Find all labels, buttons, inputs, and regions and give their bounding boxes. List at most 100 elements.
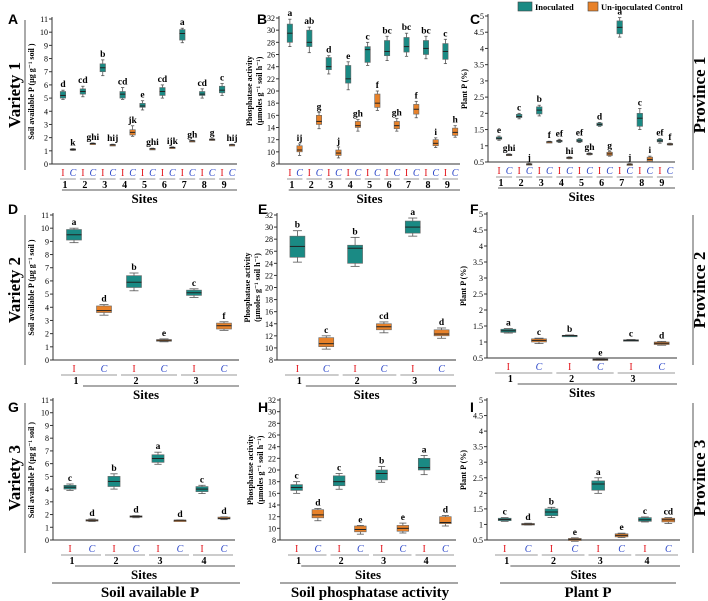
legend-label-control: Un-inoculated Control <box>601 2 683 12</box>
inoculated-box: cd <box>118 78 128 100</box>
y-tick-label: 3 <box>44 120 48 129</box>
panel-letter: G <box>8 399 19 415</box>
panel-letter: E <box>258 201 267 217</box>
significance-letter: gh <box>585 143 596 153</box>
y-tick-label: 30 <box>265 223 273 232</box>
significance-letter: e <box>598 349 602 359</box>
inoculated-box: ab <box>304 17 314 54</box>
treatment-label: I <box>643 544 646 555</box>
province-label: Province 2 <box>690 252 708 329</box>
panel-f: F 0.5 1 1.5 2 2.5 3 3.5 4 4.5 5 Plant P (%) a Ic C 1 b Ie… <box>459 201 677 400</box>
y-tick-label: 5 <box>45 472 49 481</box>
site-label: 6 <box>599 178 604 189</box>
control-box: hij <box>107 134 118 147</box>
treatment-label: C <box>667 166 674 177</box>
y-tick-label: 14 <box>268 501 276 510</box>
inoculated-box: c <box>332 464 346 490</box>
significance-letter: c <box>324 326 328 336</box>
box <box>354 525 367 533</box>
y-tick-label: 16 <box>268 489 276 498</box>
significance-letter: cd <box>78 76 88 86</box>
treatment-label: I <box>380 544 383 555</box>
y-tick-label: 4 <box>45 303 49 312</box>
y-tick-label: 28 <box>267 38 275 47</box>
control-box: cd <box>661 508 676 524</box>
significance-letter: a <box>596 468 601 478</box>
significance-letter: d <box>177 510 183 520</box>
control-box: g <box>316 102 323 130</box>
treatment-label: C <box>665 544 672 555</box>
inoculated-box: a <box>286 9 293 47</box>
inoculated-box: bc <box>402 23 412 57</box>
significance-letter: c <box>443 29 447 39</box>
y-tick-label: 7 <box>45 447 49 456</box>
significance-letter: h <box>452 116 458 126</box>
treatment-label: I <box>296 364 299 375</box>
y-tick-label: 1 <box>44 147 48 156</box>
control-box: e <box>614 523 629 538</box>
y-tick-label: 26 <box>268 431 276 440</box>
box <box>364 46 371 63</box>
province-label: Province 1 <box>690 57 708 134</box>
significance-letter: d <box>133 506 139 516</box>
treatment-label: C <box>229 168 236 179</box>
inoculated-box: c <box>219 74 226 96</box>
significance-letter: gh <box>187 130 198 140</box>
y-tick-label: 3 <box>45 498 49 507</box>
control-box: d <box>433 318 450 339</box>
treatment-label: I <box>658 166 661 177</box>
control-box: j <box>626 154 633 166</box>
significance-letter: bc <box>402 23 412 33</box>
column-title: Soil phosphatase activity <box>291 585 450 601</box>
y-tick-label: 6 <box>45 277 49 286</box>
treatment-label: C <box>381 364 388 375</box>
y-tick-label: 14 <box>267 124 275 133</box>
site-label: 2 <box>519 178 524 189</box>
control-box: e <box>156 329 172 343</box>
y-tick-label: 20 <box>265 284 273 293</box>
y-tick-label: 26 <box>265 247 273 256</box>
y-tick-label: 1 <box>479 338 483 347</box>
y-tick-label: 2 <box>479 306 483 315</box>
inoculated-box: bc <box>421 26 431 60</box>
significance-letter: bc <box>421 26 431 36</box>
significance-letter: f <box>376 81 380 91</box>
treatment-label: C <box>169 168 176 179</box>
y-tick-label: 3 <box>479 458 483 467</box>
inoculated-box: c <box>638 507 652 523</box>
box <box>296 145 303 153</box>
significance-letter: j <box>527 153 531 163</box>
treatment-label: C <box>221 364 228 375</box>
column-title: Soil available P <box>101 585 199 601</box>
treatment-label: C <box>626 166 633 177</box>
inoculated-box: b <box>99 50 106 77</box>
site-label: 3 <box>381 556 386 567</box>
y-tick-label: 2.5 <box>473 290 483 299</box>
treatment-label: I <box>347 168 350 179</box>
treatment-label: C <box>177 544 184 555</box>
treatment-label: I <box>597 544 600 555</box>
y-tick-label: 0 <box>45 356 49 365</box>
significance-letter: cd <box>379 312 389 322</box>
inoculated-box: a <box>151 442 165 465</box>
significance-letter: a <box>156 442 161 452</box>
y-tick-label: 3 <box>479 274 483 283</box>
site-label: 7 <box>406 180 411 191</box>
treatment-label: C <box>133 544 140 555</box>
control-box: ij <box>296 134 303 156</box>
site-label: 2 <box>134 376 139 387</box>
control-box: f <box>413 91 420 119</box>
significance-letter: ijk <box>167 137 179 147</box>
control-box: d <box>311 499 325 522</box>
variety-label: Variety 2 <box>5 257 24 323</box>
treatment-label: I <box>132 364 135 375</box>
significance-letter: e <box>497 126 501 136</box>
significance-letter: ij <box>297 134 303 144</box>
y-tick-label: 1.5 <box>473 505 483 514</box>
panel-letter: B <box>257 11 267 27</box>
significance-letter: ef <box>656 129 664 139</box>
significance-letter: b <box>537 95 542 105</box>
treatment-label: I <box>72 364 75 375</box>
site-label: 6 <box>162 180 167 191</box>
